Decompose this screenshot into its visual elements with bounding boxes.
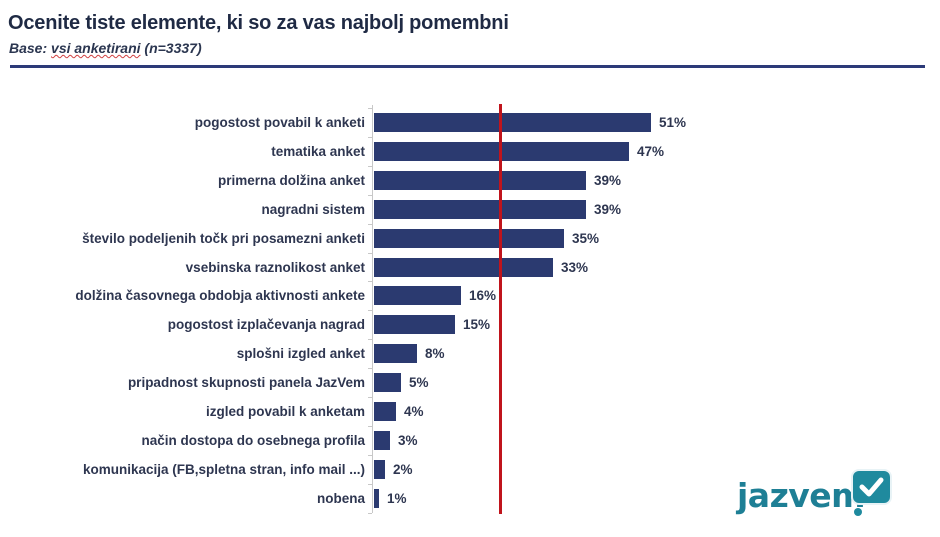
bar (374, 402, 396, 421)
bar (374, 431, 390, 450)
value-label: 4% (404, 404, 424, 419)
axis-tick (368, 513, 372, 514)
axis-tick (368, 108, 372, 109)
subtitle-prefix: Base: (9, 40, 52, 56)
value-label: 47% (637, 144, 665, 159)
logo-dot (854, 508, 862, 516)
category-label: komunikacija (FB,spletna stran, info mai… (82, 462, 365, 477)
category-label: pripadnost skupnosti panela JazVem (127, 375, 365, 390)
category-label: nagradni sistem (261, 202, 365, 217)
value-label: 39% (594, 202, 622, 217)
category-label: nobena (316, 491, 365, 506)
axis-tick (368, 339, 372, 340)
subtitle-base-text: vsi anketirani (51, 40, 141, 56)
header-rule (10, 65, 925, 68)
bar (374, 200, 586, 219)
value-label: 39% (594, 173, 622, 188)
value-label: 15% (463, 317, 491, 332)
axis-tick (368, 397, 372, 398)
value-label: 33% (561, 260, 589, 275)
chart-title: Ocenite tiste elemente, ki so za vas naj… (8, 12, 509, 34)
category-label: pogostost povabil k anketi (194, 115, 365, 130)
bar (374, 344, 417, 363)
value-label: 8% (425, 346, 445, 361)
axis-tick (368, 195, 372, 196)
axis-tick (368, 224, 372, 225)
bar (374, 113, 651, 132)
value-label: 16% (469, 288, 497, 303)
axis-tick (368, 281, 372, 282)
axis-tick (368, 253, 372, 254)
axis-tick (368, 484, 372, 485)
bar (374, 460, 385, 479)
axis-tick (368, 137, 372, 138)
category-label: število podeljenih točk pri posamezni an… (82, 231, 365, 246)
bar (374, 286, 461, 305)
category-axis (372, 105, 373, 513)
axis-tick (368, 455, 372, 456)
checkmark-speech-bubble-icon (851, 469, 892, 505)
axis-tick (368, 310, 372, 311)
value-label: 5% (409, 375, 429, 390)
category-label: primerna dolžina anket (217, 173, 365, 188)
checkmark-icon (859, 477, 884, 497)
bar (374, 373, 401, 392)
bar (374, 229, 564, 248)
bar (374, 489, 379, 508)
category-label: način dostopa do osebnega profila (141, 433, 365, 448)
category-label: pogostost izplačevanja nagrad (167, 317, 365, 332)
value-label: 35% (572, 231, 600, 246)
category-label: tematika anket (271, 144, 365, 159)
value-label: 1% (387, 491, 407, 506)
bar (374, 171, 586, 190)
bar (374, 258, 553, 277)
value-label: 2% (393, 462, 413, 477)
bar (374, 315, 455, 334)
reference-line (499, 104, 502, 514)
subtitle-n: (n=3337) (140, 40, 202, 56)
jazvem-logo-text: jazvem (737, 476, 866, 515)
category-label: izgled povabil k anketam (205, 404, 365, 419)
category-label: dolžina časovnega obdobja aktivnosti ank… (75, 288, 365, 303)
axis-tick (368, 166, 372, 167)
value-label: 51% (659, 115, 687, 130)
category-label: vsebinska raznolikost anket (185, 260, 365, 275)
axis-tick (368, 368, 372, 369)
value-label: 3% (398, 433, 418, 448)
axis-tick (368, 426, 372, 427)
category-label: splošni izgled anket (236, 346, 365, 361)
chart-subtitle: Base: vsi anketirani (n=3337) (9, 40, 202, 56)
